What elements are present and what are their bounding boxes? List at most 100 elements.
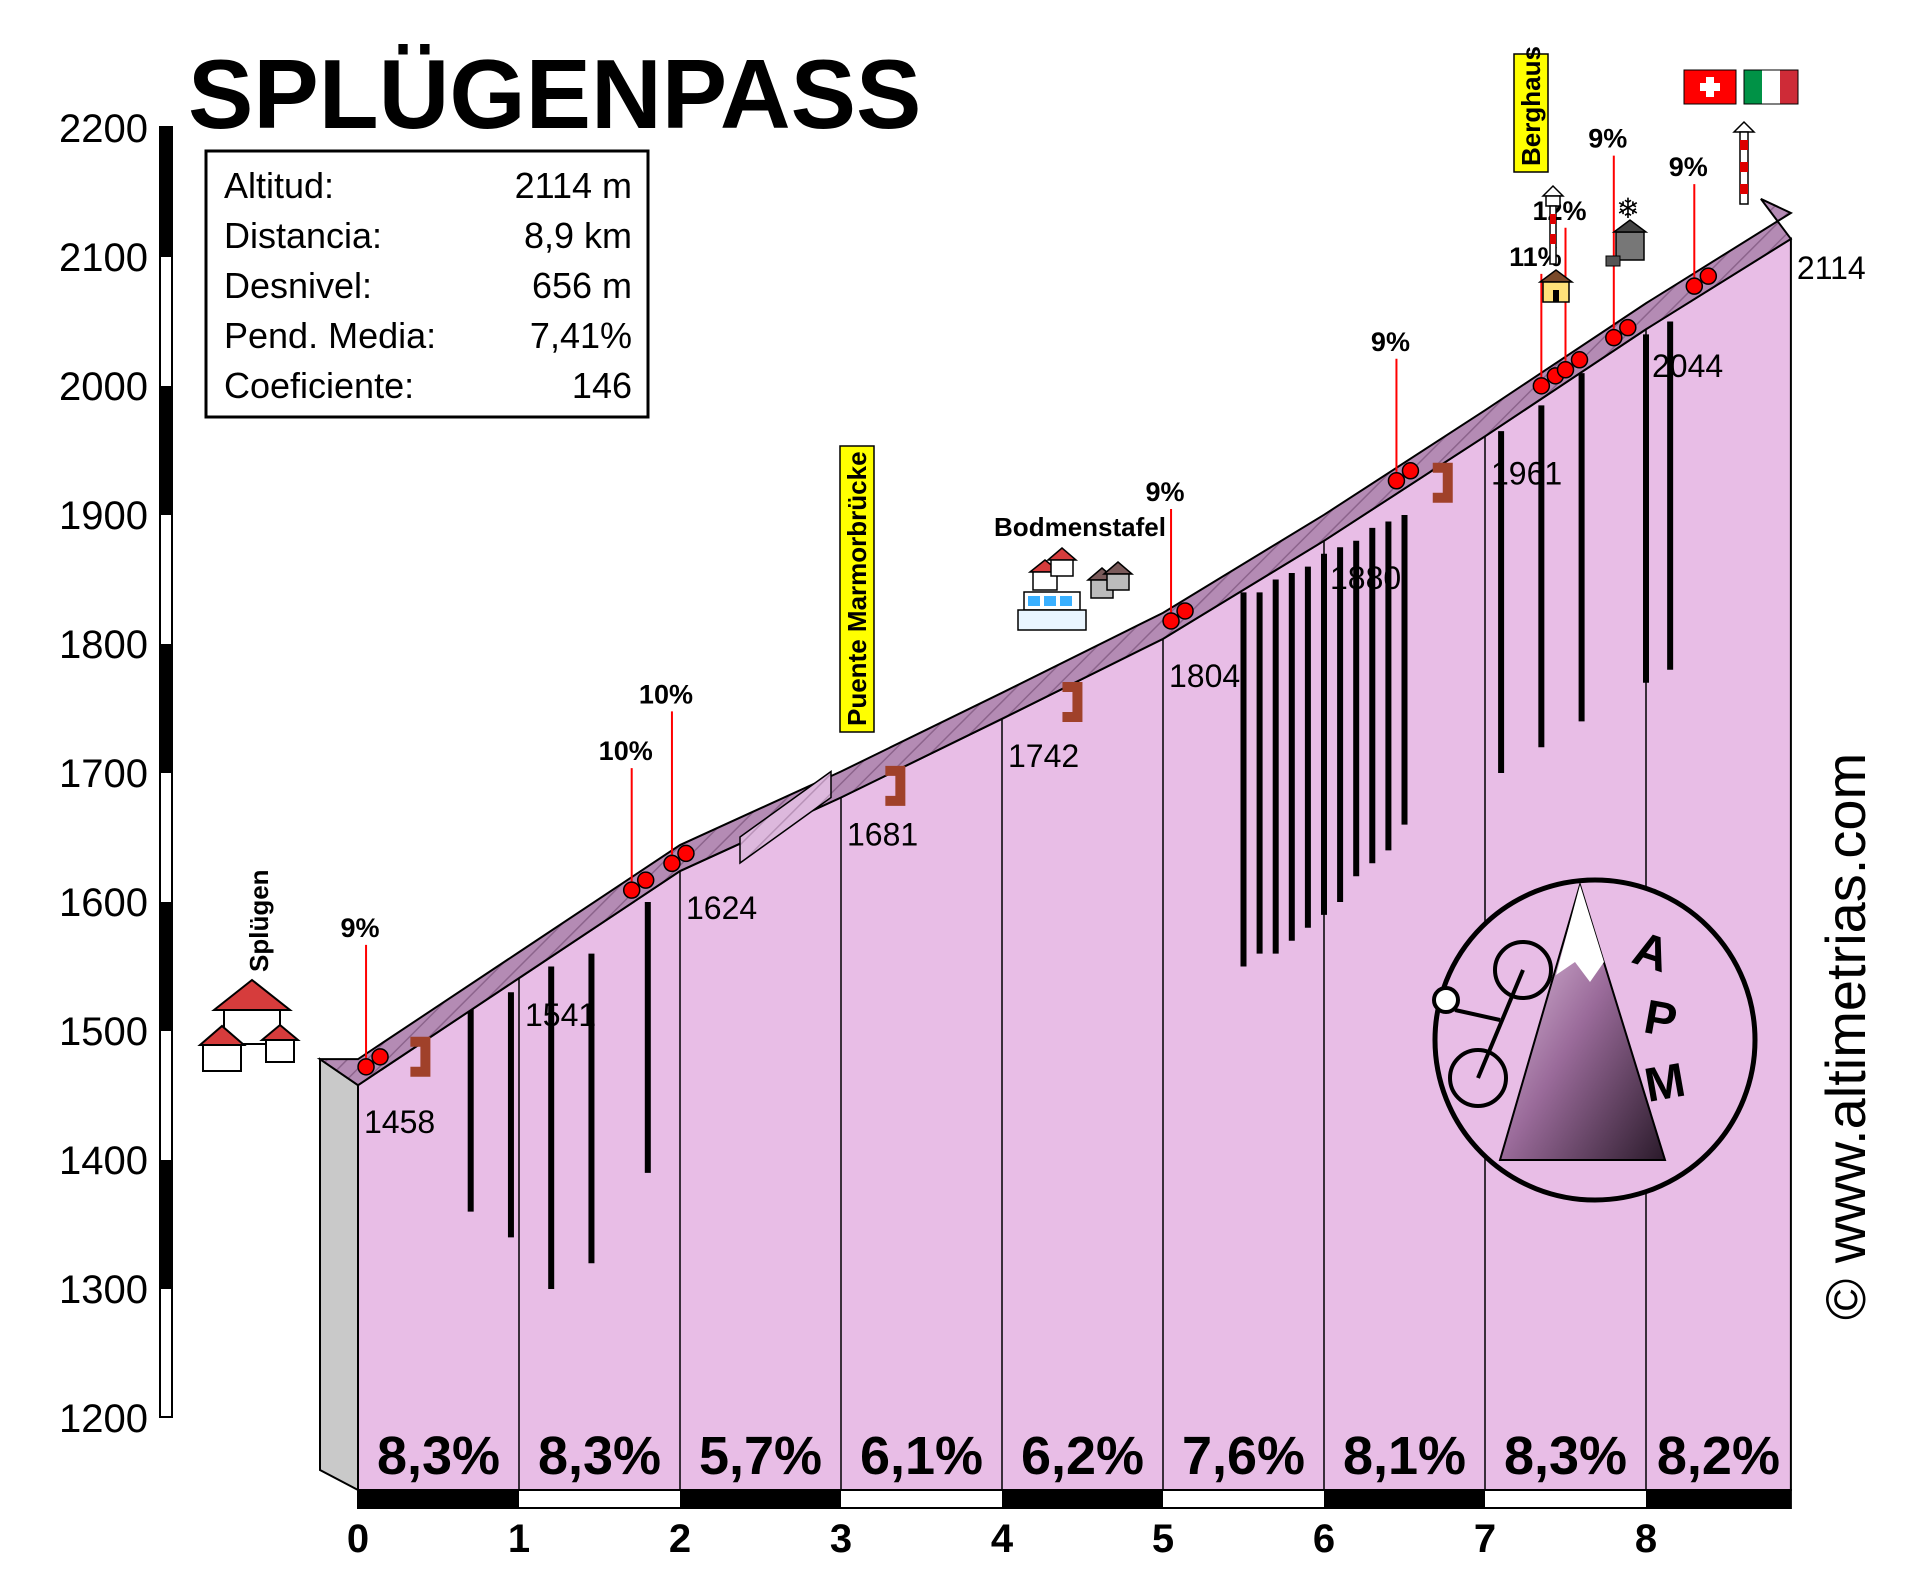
y-axis: 1200 1300 1400 1500 1600 1700 1800 1900 2000 2100… [59, 107, 173, 1441]
stats-box: Altitud: 2114 m Distancia: 8,9 km Desnivel: 6… [204, 149, 650, 419]
steep-grade-label: 10% [639, 679, 693, 709]
y-tick-label: 2200 [59, 107, 148, 151]
x-tick-label: 2 [669, 1517, 691, 1561]
elevation-label: 1804 [1169, 658, 1240, 694]
steep-marker-dot [1556, 361, 1575, 379]
steep-grade-label: 9% [1669, 152, 1708, 182]
checkpoint-post-icon [1541, 184, 1565, 265]
bridge-icon [410, 1036, 431, 1077]
stat-label: Altitud: [224, 165, 334, 206]
segment-grade-label: 8,2% [1657, 1426, 1780, 1486]
steep-marker-dot [1162, 612, 1180, 630]
segment-grade-label: 5,7% [699, 1426, 822, 1486]
y-axis-band [160, 644, 172, 773]
x-tick-label: 3 [830, 1517, 852, 1561]
stat-label: Desnivel: [224, 265, 372, 306]
y-tick-label: 1300 [59, 1268, 148, 1312]
x-tick-label: 5 [1152, 1517, 1174, 1561]
y-axis-band [160, 902, 172, 1031]
segment-grade-label: 8,3% [538, 1426, 661, 1486]
place-splugen: Splügen [197, 869, 301, 1072]
steep-marker-dot [1570, 351, 1589, 369]
steep-marker-dot [1176, 602, 1194, 620]
cyclist-icon [1432, 940, 1553, 1108]
steep-grade-label: 9% [341, 913, 380, 943]
place-bodmenstafel: Bodmenstafel [994, 512, 1166, 631]
steep-marker-dot [1532, 377, 1551, 395]
place-marmorbrucke: Puente Marmorbrücke [839, 445, 875, 733]
steep-marker-dot [1605, 328, 1623, 347]
y-tick-label: 1200 [59, 1397, 148, 1441]
steep-marker-dot [636, 871, 655, 889]
border-post-roof [1732, 120, 1756, 133]
elevation-label: 1681 [847, 817, 918, 853]
x-axis-band [1324, 1490, 1485, 1508]
segment-grade-label: 8,3% [377, 1426, 500, 1486]
segment-grade-label: 6,1% [860, 1426, 983, 1486]
elevation-label: 1742 [1008, 738, 1079, 774]
steep-grade-label: 10% [599, 736, 653, 766]
place-label-box-marmorbrucke [839, 445, 875, 733]
y-tick-label: 2000 [59, 365, 148, 409]
y-tick-label: 1700 [59, 752, 148, 796]
steep-marker-dot [1401, 462, 1420, 480]
elevation-label: 1624 [686, 890, 757, 926]
steep-marker-dot [1685, 277, 1704, 295]
stat-value: 656 m [532, 265, 632, 306]
y-axis-band [160, 128, 172, 257]
y-tick-label: 1900 [59, 494, 148, 538]
swiss-flag-icon [1683, 69, 1737, 105]
place-label-marmorbrucke: Puente Marmorbrücke [842, 451, 872, 726]
hamlet-icon [1027, 547, 1135, 599]
stat-value: 8,9 km [524, 215, 632, 256]
road-band-gentle [739, 770, 832, 865]
y-tick-label: 2100 [59, 236, 148, 280]
picnic-area-icon [1017, 591, 1087, 631]
profile-side-wall [319, 1057, 359, 1492]
elevation-label: 1541 [525, 997, 596, 1033]
x-axis-band [358, 1490, 519, 1508]
ski-lift-icon: ❄ [1605, 192, 1649, 267]
x-axis-band [1646, 1490, 1791, 1508]
village-house-2 [202, 1044, 242, 1072]
elevation-label: 2114 [1797, 250, 1866, 286]
x-axis-band [1002, 1490, 1163, 1508]
logo-letter-m: M [1641, 1054, 1690, 1113]
x-tick-label: 0 [347, 1517, 369, 1561]
x-axis: 0 1 2 3 4 5 6 7 8 [347, 1489, 1792, 1561]
elevation-label: 1961 [1491, 455, 1562, 491]
place-berghaus: Berghaus ❄ [1513, 46, 1649, 303]
x-tick-label: 8 [1635, 1517, 1657, 1561]
x-axis-band [680, 1490, 841, 1508]
stat-label: Distancia: [224, 215, 382, 256]
stat-label: Coeficiente: [224, 365, 414, 406]
village-house-3 [265, 1039, 295, 1063]
stat-value: 146 [572, 365, 632, 406]
profile-fill [357, 237, 1792, 1491]
y-tick-label: 1600 [59, 881, 148, 925]
stat-value: 7,41% [530, 315, 632, 356]
segment-grade-label: 7,6% [1182, 1426, 1305, 1486]
place-label-bodmenstafel: Bodmenstafel [994, 512, 1166, 542]
steep-grade-label: 9% [1371, 327, 1410, 357]
elevation-label: 1458 [364, 1104, 435, 1140]
segment-grade-label: 6,2% [1021, 1426, 1144, 1486]
bridge-icon [885, 765, 906, 806]
elevation-label: 1880 [1330, 560, 1401, 596]
website-credit: © www.altimetrias.com [1814, 753, 1877, 1320]
steep-marker-dot [622, 881, 641, 899]
y-tick-label: 1400 [59, 1139, 148, 1183]
place-label-splugen: Splügen [244, 869, 274, 972]
bridge-icon [1062, 682, 1083, 723]
steep-marker-dot [371, 1048, 389, 1066]
village-icon [211, 978, 293, 1011]
y-tick-label: 1500 [59, 1010, 148, 1054]
segment-grade-label: 8,1% [1343, 1426, 1466, 1486]
y-axis-band [160, 386, 172, 515]
steep-marker-dot [1387, 472, 1406, 490]
bridge-icon [1432, 462, 1453, 503]
elevation-label: 2044 [1652, 348, 1723, 384]
italian-flag-icon [1743, 69, 1799, 105]
stat-value: 2114 m [515, 165, 632, 206]
